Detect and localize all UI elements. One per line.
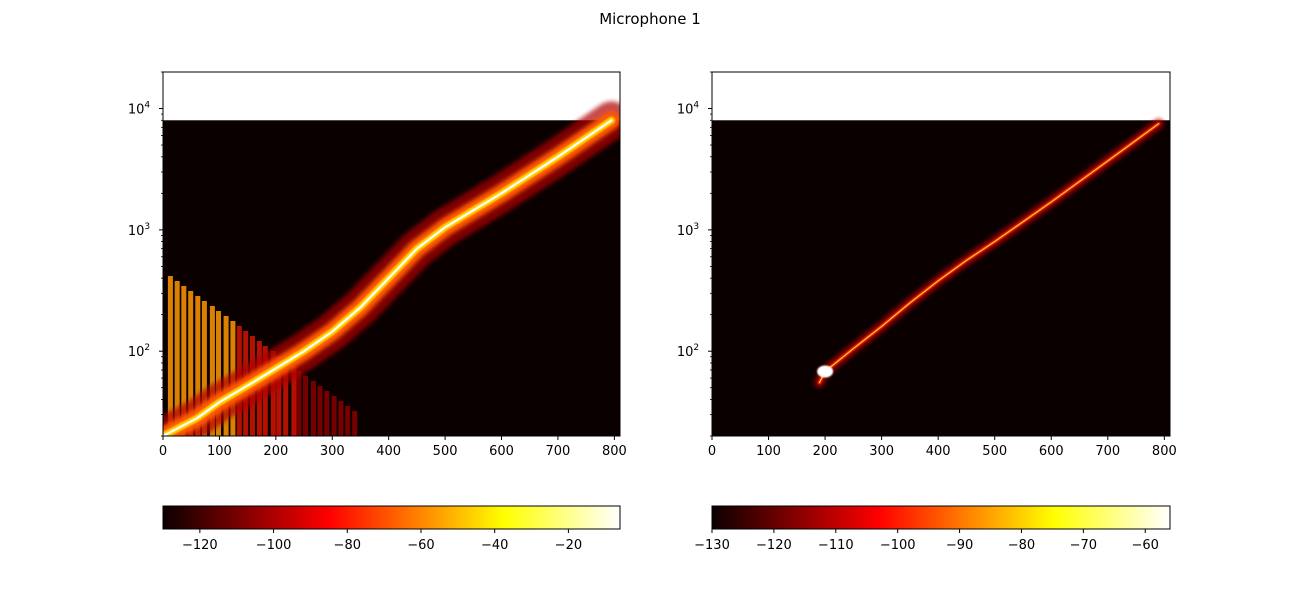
x-tick-label: 800: [602, 444, 627, 459]
x-tick-label: 300: [869, 444, 894, 459]
spectrogram-image: [163, 120, 620, 436]
x-tick-label: 0: [159, 444, 167, 459]
x-tick-label: 300: [320, 444, 345, 459]
colorbar-tick-label: −100: [256, 538, 292, 553]
x-tick-label: 500: [982, 444, 1007, 459]
colorbar-tick-label: −120: [182, 538, 218, 553]
x-tick-label: 100: [207, 444, 232, 459]
y-tick-label: 102: [677, 343, 699, 360]
y-tick-label: 103: [128, 222, 150, 239]
colorbar-tick-label: −90: [946, 538, 973, 553]
colorbar-tick-label: −40: [481, 538, 508, 553]
y-tick-label: 102: [128, 343, 150, 360]
colorbar-tick-label: −100: [880, 538, 916, 553]
x-tick-label: 600: [1039, 444, 1064, 459]
x-tick-label: 400: [926, 444, 951, 459]
colorbar-tick-label: −60: [407, 538, 434, 553]
x-tick-label: 200: [813, 444, 838, 459]
colorbar-tick-label: −80: [1008, 538, 1035, 553]
spectrogram-image: [712, 120, 1170, 436]
x-tick-label: 0: [708, 444, 716, 459]
x-tick-label: 400: [376, 444, 401, 459]
colorbar-tick-label: −110: [818, 538, 854, 553]
y-tick-label: 103: [677, 222, 699, 239]
colorbar: [712, 506, 1170, 529]
x-tick-label: 800: [1152, 444, 1177, 459]
panel-2: 0 100 200 300 400 500 600 700 800 102 103 104 −130 −1…: [677, 72, 1177, 553]
x-tick-label: 500: [433, 444, 458, 459]
colorbar-tick-label: −20: [555, 538, 582, 553]
colorbar-tick-label: −130: [694, 538, 730, 553]
colorbar-tick-label: −60: [1132, 538, 1159, 553]
x-tick-label: 600: [489, 444, 514, 459]
ridge-hotspot: [817, 366, 833, 378]
x-tick-label: 100: [756, 444, 781, 459]
colorbar: [163, 506, 620, 529]
colorbar-tick-label: −70: [1070, 538, 1097, 553]
figure-title: Microphone 1: [599, 10, 701, 28]
x-tick-label: 700: [1095, 444, 1120, 459]
x-tick-label: 200: [263, 444, 288, 459]
x-tick-label: 700: [546, 444, 571, 459]
colorbar-tick-label: −80: [334, 538, 361, 553]
y-tick-label: 104: [677, 101, 700, 118]
colorbar-tick-label: −120: [756, 538, 792, 553]
panel-1: 0 100 200 300 400 500 600 700 800 102 103 104 −120 −1…: [128, 72, 627, 553]
y-tick-label: 104: [128, 101, 151, 118]
